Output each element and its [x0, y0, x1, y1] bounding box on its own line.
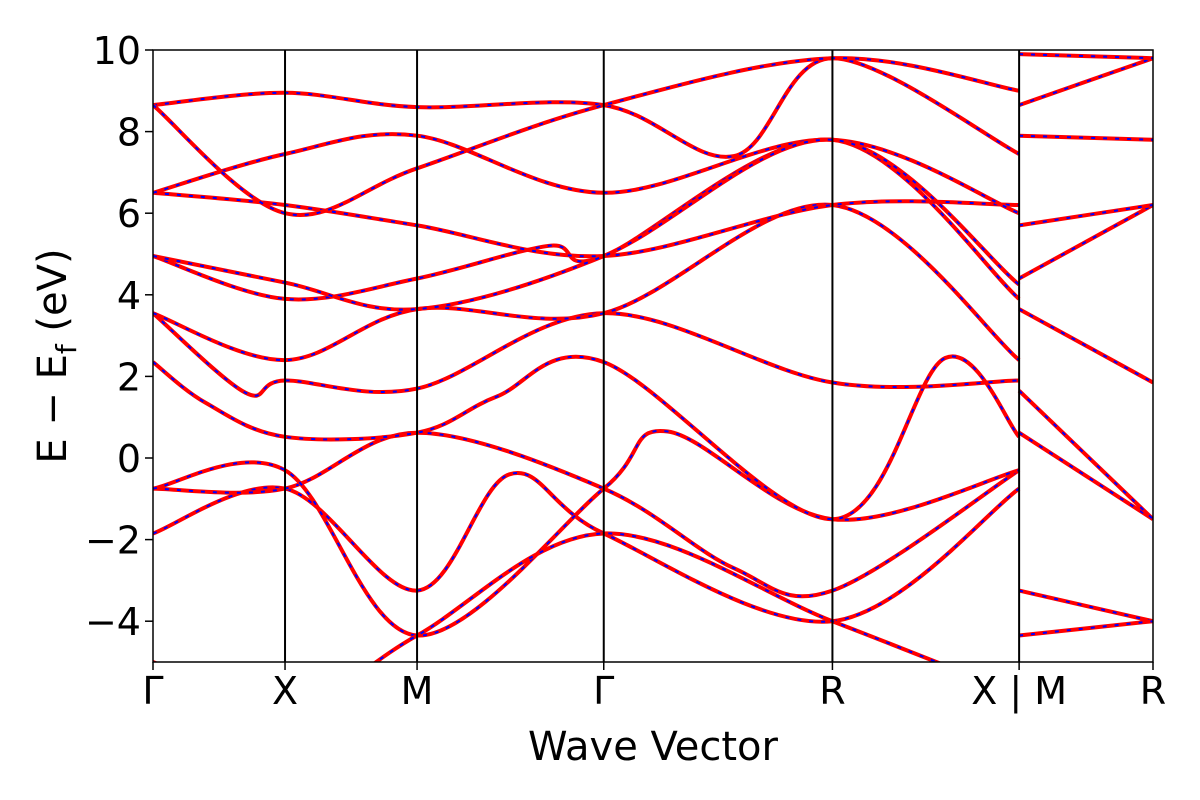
- band-line-6: [153, 137, 1153, 302]
- x-tick-label: Γ: [142, 669, 163, 713]
- band-line-overlay-5: [153, 203, 1153, 362]
- band-line-overlay-9: [153, 53, 1153, 158]
- band-line-overlay-7: [153, 134, 1153, 258]
- x-tick-label: Γ: [593, 669, 614, 713]
- x-axis-ticks: Γ X M Γ R X | M R: [142, 662, 1166, 714]
- band-line-9: [153, 52, 1153, 159]
- x-axis-label: Wave Vector: [528, 724, 779, 770]
- y-axis-label-main: E − E: [30, 354, 76, 464]
- band-line-0: [153, 471, 1153, 624]
- band-line-1: [153, 430, 1153, 638]
- band-line-2: [153, 428, 1153, 638]
- band-line-8: [153, 56, 1153, 216]
- band-line-overlay-2: [153, 429, 1153, 637]
- y-axis-label-subscript: f: [50, 343, 83, 354]
- band-line-7: [153, 133, 1153, 259]
- band-line-overlay-6: [153, 138, 1153, 301]
- band-line-overlay-4: [153, 308, 1153, 397]
- band-line-overlay-1: [153, 431, 1153, 637]
- x-tick-label: X | M: [971, 669, 1067, 714]
- y-tick-label: 2: [117, 355, 141, 399]
- x-tick-label: R: [1140, 669, 1166, 713]
- y-tick-label: 6: [117, 192, 141, 236]
- band-line-overlay-0: [153, 472, 1153, 623]
- y-tick-label: 10: [93, 29, 141, 73]
- band-line-overlay-11: [153, 57, 1020, 216]
- y-tick-label: 4: [117, 274, 141, 318]
- y-axis-ticks: −4 −2 0 2 4 6 8 10: [85, 29, 153, 644]
- x-tick-label: R: [819, 669, 845, 713]
- x-tick-label: X: [272, 669, 298, 713]
- y-tick-label: −4: [85, 600, 141, 644]
- y-axis-label-unit: (eV): [30, 248, 76, 344]
- y-axis-label: E − Ef (eV): [30, 248, 83, 463]
- y-tick-label: −2: [85, 519, 141, 563]
- plot-frame: [152, 49, 1154, 663]
- band-line-4: [153, 307, 1153, 398]
- band-line-10: [153, 531, 942, 662]
- band-line-overlay-3: [153, 355, 1153, 521]
- y-tick-label: 8: [117, 111, 141, 155]
- high-symmetry-lines: [284, 50, 1021, 662]
- x-tick-label: M: [401, 669, 434, 713]
- y-tick-label: 0: [117, 437, 141, 481]
- bands-layer: [153, 52, 1153, 662]
- band-line-12: [153, 137, 1021, 312]
- band-line-overlay-8: [153, 57, 1153, 215]
